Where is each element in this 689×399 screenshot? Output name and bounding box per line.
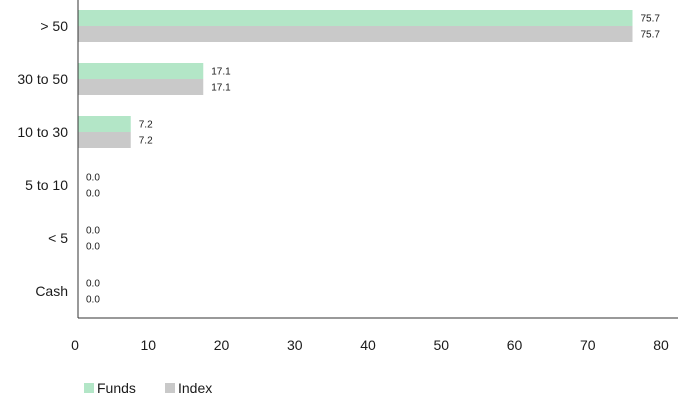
bar-index bbox=[78, 132, 131, 148]
data-label: 0.0 bbox=[86, 295, 100, 306]
bar-index bbox=[78, 26, 633, 42]
x-tick-label: 70 bbox=[580, 337, 596, 353]
x-tick-label: 60 bbox=[507, 337, 523, 353]
data-label: 17.1 bbox=[211, 83, 231, 94]
data-label: 0.0 bbox=[86, 173, 100, 184]
data-labels-group: 75.7 75.7 17.1 17.1 7.2 7.2 0.0 0.0 0.0 0.0 0.0 0.0 bbox=[86, 14, 660, 306]
category-label: 30 to 50 bbox=[17, 71, 68, 87]
data-label: 0.0 bbox=[86, 189, 100, 200]
axes-group bbox=[77, 0, 678, 319]
data-label: 75.7 bbox=[641, 30, 661, 41]
legend: Funds Index bbox=[84, 380, 212, 396]
data-label: 75.7 bbox=[641, 14, 661, 25]
category-label: 5 to 10 bbox=[25, 177, 68, 193]
legend-swatch-index bbox=[165, 383, 175, 393]
x-tick-label: 20 bbox=[214, 337, 230, 353]
data-label: 17.1 bbox=[211, 67, 231, 78]
bar-index bbox=[78, 79, 204, 95]
bar-funds bbox=[78, 116, 131, 132]
x-tick-label: 10 bbox=[140, 337, 156, 353]
legend-label-funds: Funds bbox=[97, 380, 136, 396]
data-label: 7.2 bbox=[139, 136, 153, 147]
data-label: 7.2 bbox=[139, 120, 153, 131]
x-tick-label: 0 bbox=[71, 337, 79, 353]
x-tick-label: 80 bbox=[653, 337, 669, 353]
data-label: 0.0 bbox=[86, 279, 100, 290]
x-tick-label: 50 bbox=[433, 337, 449, 353]
data-label: 0.0 bbox=[86, 242, 100, 253]
legend-swatch-funds bbox=[84, 383, 94, 393]
category-labels-group: > 50 30 to 50 10 to 30 5 to 10 < 5 Cash bbox=[17, 18, 68, 299]
bars-group bbox=[78, 10, 633, 148]
category-label: > 50 bbox=[40, 18, 68, 34]
legend-label-index: Index bbox=[178, 380, 212, 396]
bar-funds bbox=[78, 10, 633, 26]
x-tick-labels-group: 0 10 20 30 40 50 60 70 80 bbox=[71, 337, 669, 353]
category-label: Cash bbox=[35, 283, 68, 299]
category-label: 10 to 30 bbox=[17, 124, 68, 140]
x-tick-label: 30 bbox=[287, 337, 303, 353]
category-label: < 5 bbox=[48, 230, 68, 246]
bar-funds bbox=[78, 63, 204, 79]
x-tick-label: 40 bbox=[360, 337, 376, 353]
data-label: 0.0 bbox=[86, 226, 100, 237]
